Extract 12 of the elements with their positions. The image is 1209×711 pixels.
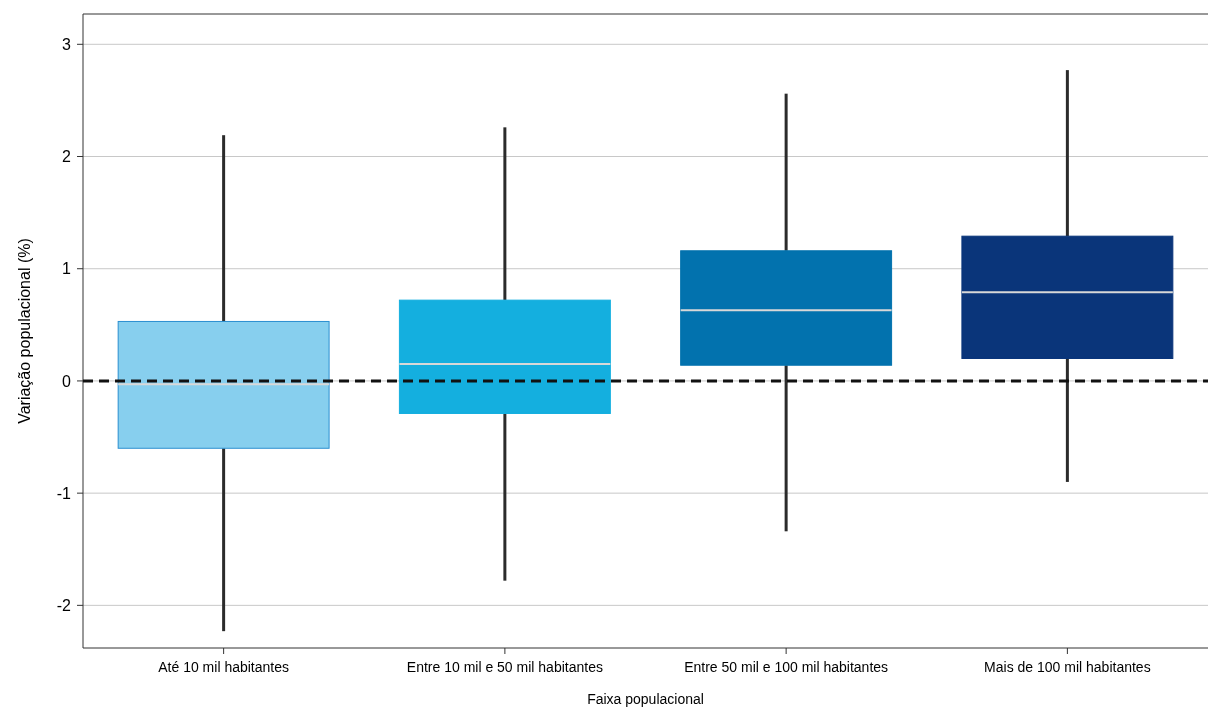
y-tick-label: 2 — [62, 148, 72, 166]
y-tick-label: -2 — [56, 596, 72, 614]
x-tick-label: Até 10 mil habitantes — [158, 659, 289, 675]
x-tick-label: Entre 50 mil e 100 mil habitantes — [684, 659, 889, 675]
y-tick-label: 3 — [62, 35, 72, 53]
x-tick-label: Mais de 100 mil habitantes — [984, 659, 1151, 675]
y-tick-label: 1 — [62, 260, 72, 278]
x-tick-label: Entre 10 mil e 50 mil habitantes — [406, 659, 603, 675]
y-tick-label: 0 — [62, 372, 72, 390]
y-axis-title: Variação populacional (%) — [16, 238, 33, 424]
x-axis-title: Faixa populacional — [587, 691, 704, 707]
y-tick-label: -1 — [56, 484, 72, 502]
